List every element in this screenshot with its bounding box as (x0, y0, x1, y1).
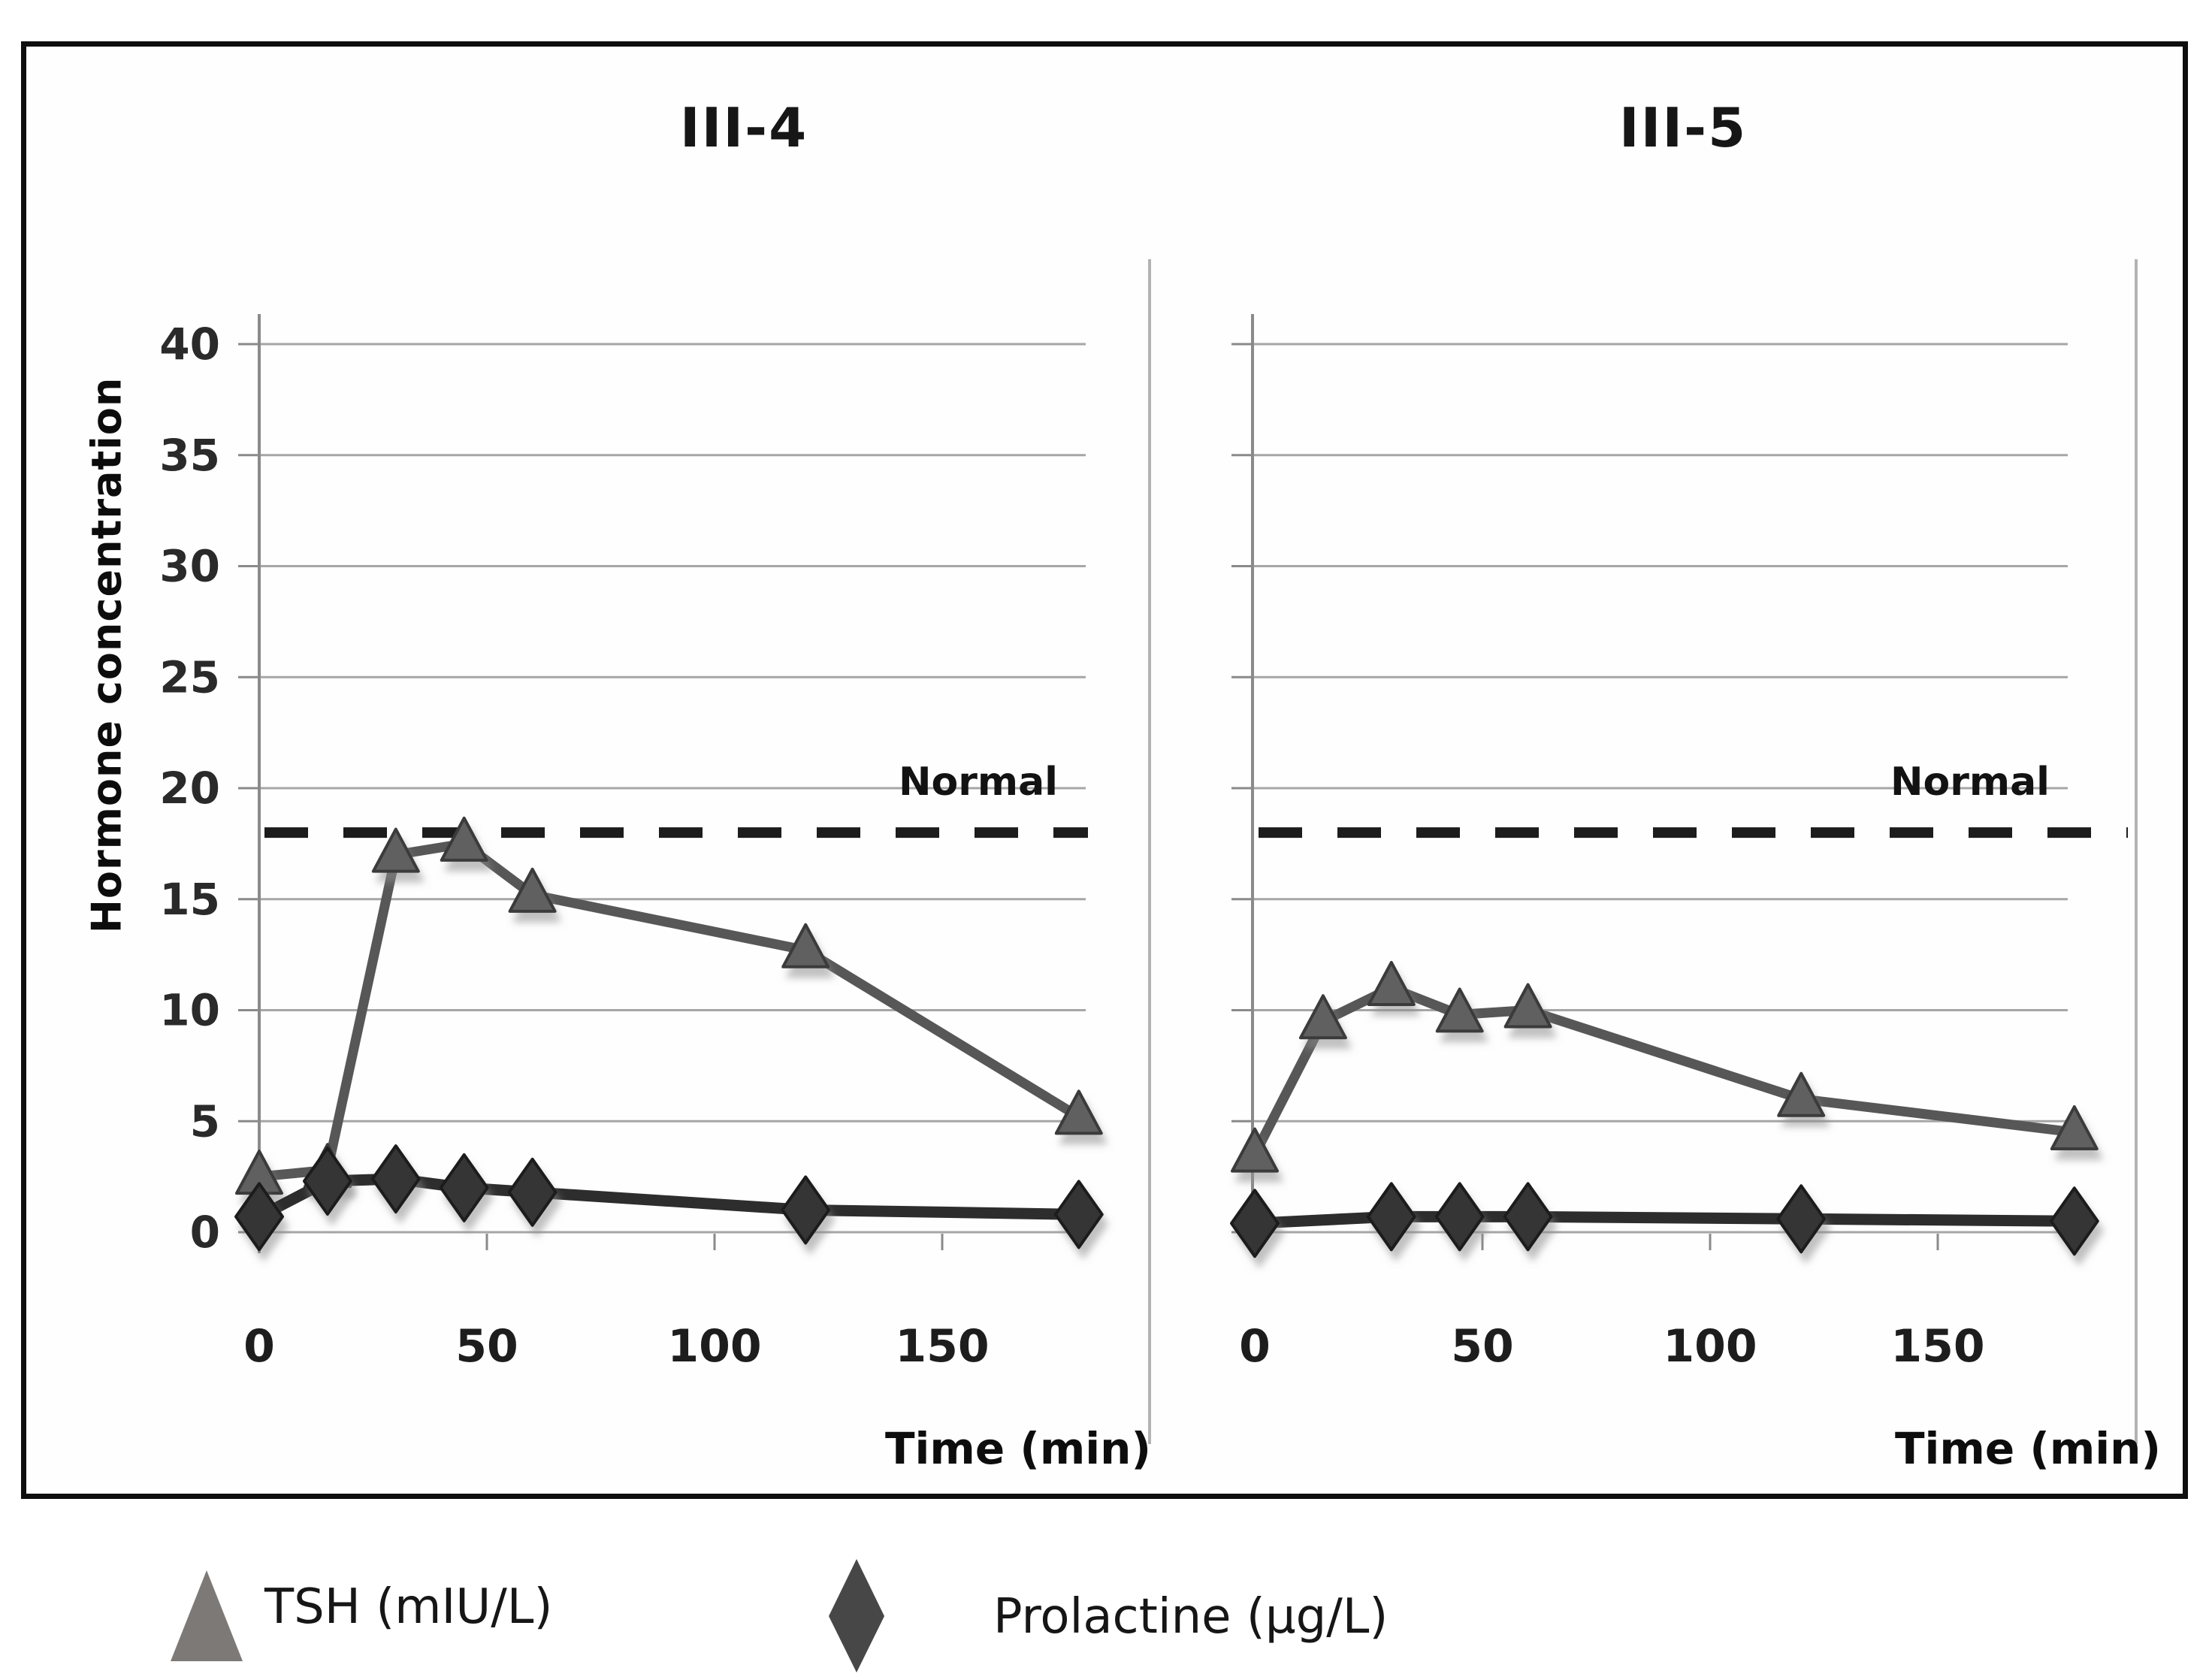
x-tick-label: 0 (1239, 1320, 1271, 1373)
legend-label-prolactine: Prolactine (µg/L) (993, 1589, 1389, 1645)
x-tick-label: 50 (1451, 1320, 1514, 1373)
normal-label: Normal (899, 760, 1058, 805)
tsh-markers (1231, 960, 2099, 1173)
y-tick-label: 30 (159, 541, 220, 592)
prolactine-diamond-icon (829, 1559, 884, 1672)
gridlines (1231, 343, 2068, 1234)
chart-panel-iii5: 0 50 100 150 Time (min) Normal (1230, 259, 2161, 1474)
panel-title-iii5: III-5 (1618, 96, 1748, 159)
x-tick-label: 150 (895, 1320, 989, 1373)
tsh-triangle-icon (171, 1570, 243, 1661)
y-tick-label: 0 (190, 1207, 220, 1258)
prolactine-markers (234, 1144, 1104, 1252)
legend: TSH (mIU/L) Prolactine (µg/L) (0, 1533, 2209, 1680)
y-tick-label: 25 (159, 651, 220, 703)
x-tick-label: 0 (243, 1320, 275, 1373)
x-tick-label: 50 (455, 1320, 518, 1373)
prolactine-markers (1230, 1182, 2099, 1258)
prolactine-series (1230, 1182, 2099, 1258)
x-ticks: 0 50 100 150 (243, 1234, 990, 1373)
tsh-series (235, 816, 1103, 1195)
x-tick-label: 150 (1890, 1320, 1984, 1373)
x-ticks: 0 50 100 150 (1239, 1234, 1985, 1373)
gridlines: 0 5 10 15 20 25 30 35 40 (159, 319, 1086, 1258)
legend-label-tsh: TSH (mIU/L) (264, 1579, 553, 1635)
y-tick-label: 40 (159, 319, 220, 370)
x-tick-label: 100 (1663, 1320, 1757, 1373)
y-tick-label: 10 (159, 985, 220, 1036)
x-tick-label: 100 (667, 1320, 761, 1373)
y-axis-label: Hormone concentration (83, 376, 131, 934)
y-tick-label: 15 (159, 874, 220, 925)
y-tick-label: 5 (190, 1095, 220, 1147)
y-tick-label: 20 (159, 763, 220, 814)
x-axis-label: Time (min) (1895, 1423, 2161, 1474)
x-axis-label: Time (min) (885, 1423, 1151, 1474)
panel-title-iii4: III-4 (679, 96, 808, 159)
prolactine-series (234, 1144, 1104, 1252)
y-tick-label: 35 (159, 430, 220, 481)
figure-frame (21, 41, 2188, 1499)
chart-panel-iii4: 0 5 10 15 20 25 30 35 40 0 50 100 150 Time (min) Norma… (159, 259, 1151, 1474)
tsh-series (1231, 960, 2099, 1173)
normal-label: Normal (1890, 760, 2050, 805)
